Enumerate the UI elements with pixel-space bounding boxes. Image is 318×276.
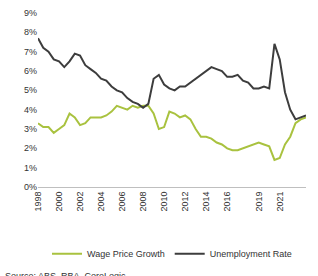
svg-text:1%: 1%: [24, 163, 37, 173]
svg-text:9%: 9%: [24, 8, 37, 18]
svg-text:2014: 2014: [201, 192, 211, 212]
svg-text:2%: 2%: [24, 143, 37, 153]
svg-text:2002: 2002: [75, 192, 85, 212]
svg-text:2000: 2000: [54, 192, 64, 212]
svg-text:2016: 2016: [222, 192, 232, 212]
svg-text:0%: 0%: [24, 182, 37, 192]
svg-text:6%: 6%: [24, 66, 37, 76]
svg-text:8%: 8%: [24, 27, 37, 37]
svg-text:2008: 2008: [138, 192, 148, 212]
svg-text:7%: 7%: [24, 47, 37, 57]
svg-text:Source: ABS, RBA, CoreLogic: Source: ABS, RBA, CoreLogic: [5, 271, 126, 276]
svg-text:4%: 4%: [24, 105, 37, 115]
svg-text:2012: 2012: [180, 192, 190, 212]
svg-text:Unemployment Rate: Unemployment Rate: [210, 249, 292, 259]
svg-text:2019: 2019: [254, 192, 264, 212]
svg-text:5%: 5%: [24, 85, 37, 95]
svg-text:2006: 2006: [117, 192, 127, 212]
svg-text:2004: 2004: [96, 192, 106, 212]
svg-text:2021: 2021: [275, 192, 285, 212]
svg-text:2010: 2010: [159, 192, 169, 212]
svg-text:3%: 3%: [24, 124, 37, 134]
svg-text:Wage Price Growth: Wage Price Growth: [87, 249, 165, 259]
svg-text:1998: 1998: [33, 192, 43, 212]
